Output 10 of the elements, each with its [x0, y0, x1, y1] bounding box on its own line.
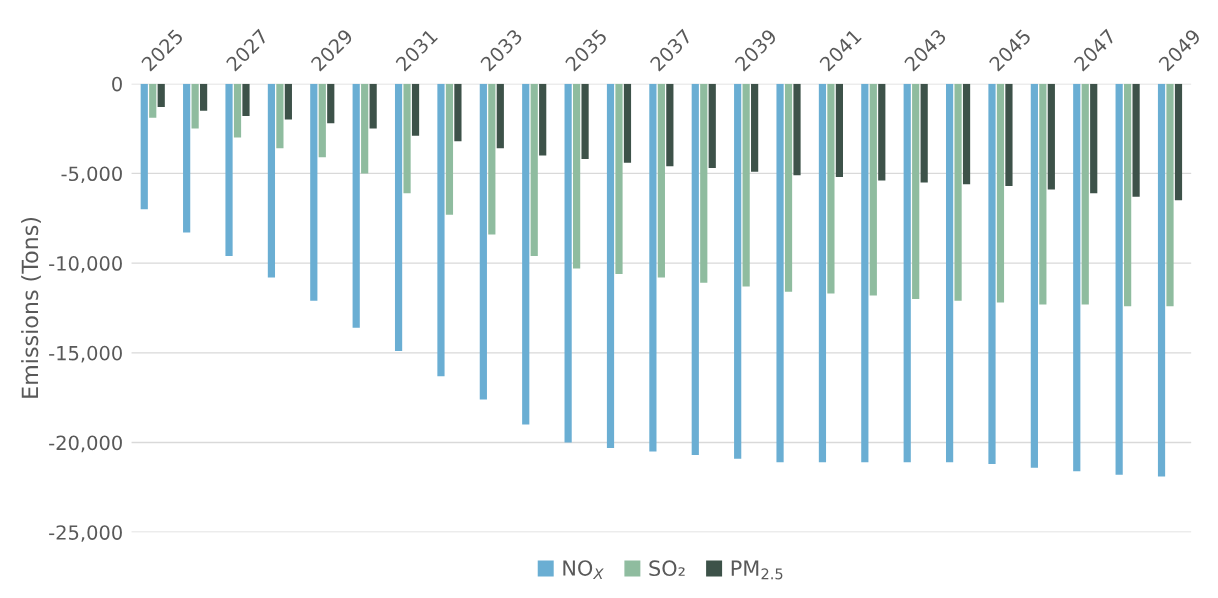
legend-label: NO$_{X}$: [563, 560, 604, 580]
y-tick-label: -15,000: [49, 345, 122, 363]
legend-label: PM$_{2.5}$: [731, 560, 783, 580]
y-axis-title: Emissions (Tons): [21, 217, 41, 398]
y-tick-label: -20,000: [49, 435, 122, 453]
y-tick-label: -5,000: [61, 166, 122, 184]
y-tick-label: -10,000: [49, 256, 122, 273]
legend-label: SO₂: [649, 560, 685, 577]
y-tick-label: -25,000: [49, 525, 122, 542]
y-tick-label: 0: [112, 76, 122, 92]
